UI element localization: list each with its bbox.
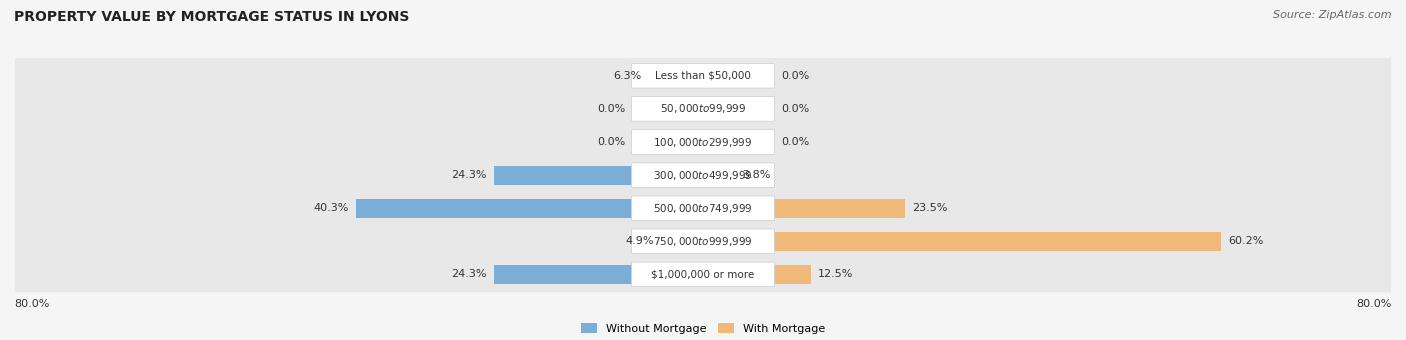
Text: $1,000,000 or more: $1,000,000 or more <box>651 269 755 279</box>
FancyBboxPatch shape <box>631 97 775 121</box>
FancyBboxPatch shape <box>631 64 775 88</box>
Text: 0.0%: 0.0% <box>780 71 810 81</box>
FancyBboxPatch shape <box>631 229 775 254</box>
Bar <box>648 66 703 85</box>
Bar <box>703 166 735 185</box>
Bar <box>494 265 703 284</box>
FancyBboxPatch shape <box>631 262 775 287</box>
FancyBboxPatch shape <box>631 196 775 220</box>
FancyBboxPatch shape <box>15 91 1391 127</box>
Legend: Without Mortgage, With Mortgage: Without Mortgage, With Mortgage <box>576 319 830 338</box>
Text: 12.5%: 12.5% <box>817 269 853 279</box>
Text: $100,000 to $299,999: $100,000 to $299,999 <box>654 136 752 149</box>
Text: $750,000 to $999,999: $750,000 to $999,999 <box>654 235 752 248</box>
Text: 0.0%: 0.0% <box>780 104 810 114</box>
Bar <box>703 232 1222 251</box>
FancyBboxPatch shape <box>15 256 1391 292</box>
Text: 4.9%: 4.9% <box>626 236 654 246</box>
Bar <box>494 166 703 185</box>
FancyBboxPatch shape <box>15 190 1391 226</box>
Text: 80.0%: 80.0% <box>14 299 49 309</box>
Bar <box>661 232 703 251</box>
Text: PROPERTY VALUE BY MORTGAGE STATUS IN LYONS: PROPERTY VALUE BY MORTGAGE STATUS IN LYO… <box>14 10 409 24</box>
Text: Source: ZipAtlas.com: Source: ZipAtlas.com <box>1274 10 1392 20</box>
Text: 23.5%: 23.5% <box>912 203 948 213</box>
Text: 60.2%: 60.2% <box>1229 236 1264 246</box>
Text: 0.0%: 0.0% <box>596 104 626 114</box>
Bar <box>703 265 811 284</box>
Text: 40.3%: 40.3% <box>314 203 349 213</box>
Bar <box>356 199 703 218</box>
Text: 24.3%: 24.3% <box>451 269 486 279</box>
Text: 6.3%: 6.3% <box>613 71 643 81</box>
Text: $50,000 to $99,999: $50,000 to $99,999 <box>659 102 747 115</box>
Text: 80.0%: 80.0% <box>1357 299 1392 309</box>
FancyBboxPatch shape <box>15 124 1391 160</box>
Text: 24.3%: 24.3% <box>451 170 486 180</box>
FancyBboxPatch shape <box>15 58 1391 94</box>
Text: 0.0%: 0.0% <box>596 137 626 147</box>
Text: 0.0%: 0.0% <box>780 137 810 147</box>
FancyBboxPatch shape <box>631 163 775 187</box>
Text: $500,000 to $749,999: $500,000 to $749,999 <box>654 202 752 215</box>
FancyBboxPatch shape <box>15 157 1391 193</box>
Text: Less than $50,000: Less than $50,000 <box>655 71 751 81</box>
Text: 3.8%: 3.8% <box>742 170 770 180</box>
Bar <box>703 199 905 218</box>
FancyBboxPatch shape <box>631 130 775 154</box>
Text: $300,000 to $499,999: $300,000 to $499,999 <box>654 169 752 182</box>
FancyBboxPatch shape <box>15 223 1391 259</box>
